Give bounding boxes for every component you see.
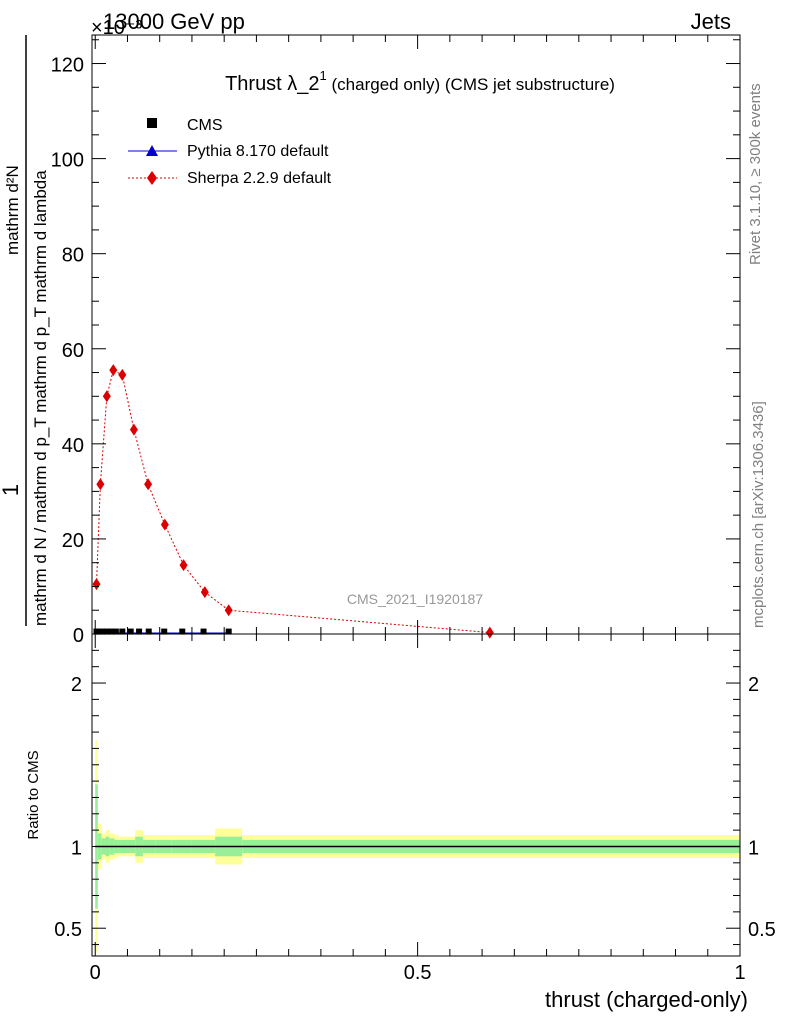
legend-marker-sherpa: [147, 171, 157, 185]
y-tick-label: 80: [62, 245, 84, 267]
legend-label-sherpa: Sherpa 2.2.9 default: [187, 170, 332, 187]
sherpa-point: [224, 604, 233, 617]
cms-point: [200, 628, 207, 635]
y-tick-label: 120: [51, 55, 84, 77]
y-tick-label: 60: [62, 340, 84, 362]
title-sup: 1: [320, 68, 327, 83]
mcplots-label: mcplots.cern.ch [arXiv:1306.3436]: [750, 401, 767, 628]
title-rest: (charged only) (CMS jet substructure): [327, 75, 615, 94]
y-label-top: mathrm d²N: [3, 165, 22, 255]
chart-title: Thrust λ_21 (charged only) (CMS jet subs…: [225, 68, 615, 95]
legend-marker-pythia: [146, 145, 158, 156]
x-tick-label: 0: [90, 962, 101, 984]
ratio-panel: 0.5 0.51 12 20 0.5 1: [54, 633, 776, 984]
header-left: 13000 GeV pp: [103, 9, 245, 34]
cms-point: [108, 628, 115, 635]
cms-point: [136, 628, 143, 635]
cms-point: [112, 628, 119, 635]
sherpa-point: [179, 559, 188, 572]
y-tick-label: 0: [73, 625, 84, 647]
ratio-axis-ticks: 0.5 0.51 12 20 0.5 1: [54, 634, 776, 984]
ratio-y-tick-label-right: 1: [748, 837, 759, 859]
cms-point: [225, 628, 232, 635]
ratio-frame: [91, 633, 741, 957]
ratio-y-tick-label: 2: [71, 674, 82, 696]
main-axis-ticks: 0 20 40 60 80 100 120: [51, 35, 741, 647]
cms-point: [145, 628, 152, 635]
main-y-axis-label: 1 mathrm d N / mathrm d p_T mathrm d p_T…: [0, 35, 50, 626]
legend-label-pythia: Pythia 8.170 default: [187, 143, 329, 160]
ratio-y-tick-label: 0.5: [54, 919, 82, 941]
cms-point: [99, 628, 106, 635]
sherpa-point: [200, 586, 209, 599]
header-right: Jets: [691, 9, 731, 34]
y-tick-label: 100: [51, 150, 84, 172]
main-data-layer: [92, 364, 494, 639]
cms-point: [127, 628, 134, 635]
sherpa-point: [109, 364, 118, 377]
legend-marker-cms: [147, 118, 157, 128]
legend: CMS Pythia 8.170 default Sherpa 2.2.9 de…: [128, 117, 332, 187]
sherpa-point: [129, 423, 138, 436]
y-multiplier: ×10⁻³: [91, 17, 142, 39]
cms-point: [161, 628, 168, 635]
sherpa-point: [144, 478, 153, 491]
legend-label-cms: CMS: [187, 117, 223, 134]
sherpa-point: [118, 368, 127, 381]
ratio-y-tick-label-right: 2: [748, 674, 759, 696]
sherpa-point: [92, 578, 101, 591]
sherpa-point: [96, 478, 105, 491]
ratio-data-layer: [95, 740, 740, 953]
x-tick-label: 0.5: [404, 962, 432, 984]
sherpa-series-line: [96, 369, 490, 634]
sherpa-point: [102, 390, 111, 403]
title-main: Thrust λ_2: [225, 73, 319, 95]
cms-point: [96, 628, 103, 635]
y-tick-label: 40: [62, 435, 84, 457]
x-tick-label: 1: [734, 962, 745, 984]
cms-point: [119, 628, 126, 635]
cms-point: [179, 628, 186, 635]
sherpa-point: [485, 626, 494, 639]
ratio-y-tick-label-right: 0.5: [748, 919, 776, 941]
y-label-numerator: 1: [0, 484, 23, 496]
analysis-watermark: CMS_2021_I1920187: [347, 591, 483, 607]
y-label-denominator: mathrm d N / mathrm d p_T mathrm d p_T m…: [31, 170, 50, 626]
x-axis-label: thrust (charged-only): [545, 987, 748, 1012]
rivet-label: Rivet 3.1.10, ≥ 300k events: [747, 83, 764, 265]
ratio-y-tick-label: 1: [71, 837, 82, 859]
y-tick-label: 20: [62, 530, 84, 552]
ratio-y-label: Ratio to CMS: [25, 750, 42, 839]
cms-point: [103, 628, 110, 635]
sherpa-point: [160, 518, 169, 531]
